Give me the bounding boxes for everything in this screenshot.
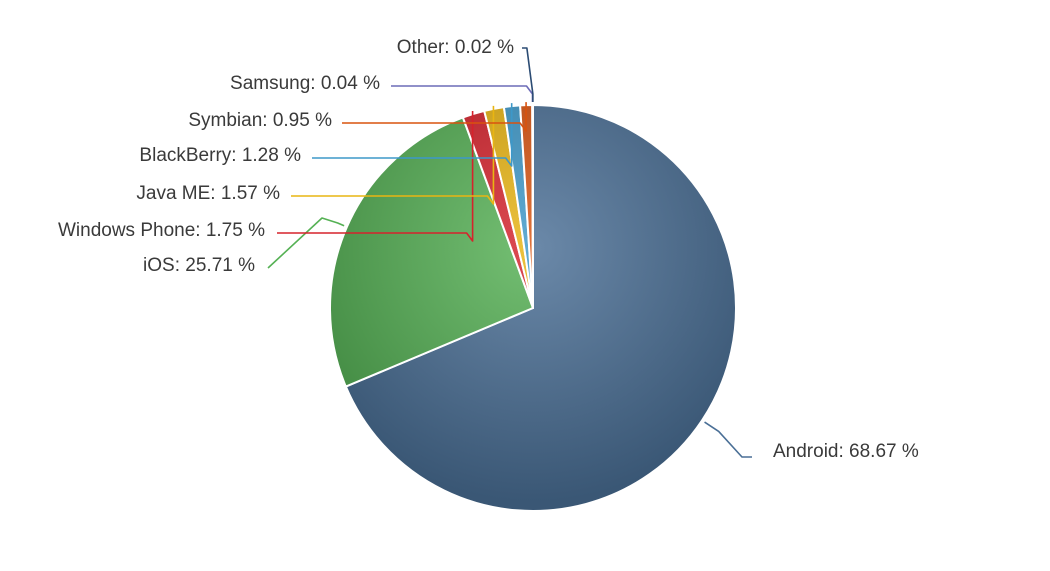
data-label-symbian: Symbian: 0.95 % <box>188 110 332 131</box>
data-label-windows-phone: Windows Phone: 1.75 % <box>58 220 265 241</box>
connectors-layer <box>267 47 752 458</box>
data-label-android: Android: 68.67 % <box>773 441 919 462</box>
slices-layer <box>329 103 737 512</box>
connector-line-java-me <box>291 105 495 205</box>
connector-line-android <box>704 421 752 458</box>
data-label-java-me: Java ME: 1.57 % <box>136 183 280 204</box>
pie-slice-android[interactable] <box>344 104 737 512</box>
connector-line-samsung <box>391 85 534 103</box>
data-label-other: Other: 0.02 % <box>397 37 514 58</box>
connector-line-other <box>522 47 534 103</box>
pie-slice-ios[interactable] <box>329 116 534 388</box>
connector-line-ios <box>267 217 345 269</box>
data-label-samsung: Samsung: 0.04 % <box>230 73 380 94</box>
labels-layer: Android: 68.67 % iOS: 25.71 % Windows Phon… <box>58 37 919 462</box>
connector-line-blackberry <box>312 103 513 167</box>
data-label-blackberry: BlackBerry: 1.28 % <box>139 145 301 166</box>
connector-line-symbian <box>342 102 527 132</box>
data-label-ios: iOS: 25.71 % <box>143 255 255 276</box>
connector-line-windows-phone <box>277 111 474 242</box>
